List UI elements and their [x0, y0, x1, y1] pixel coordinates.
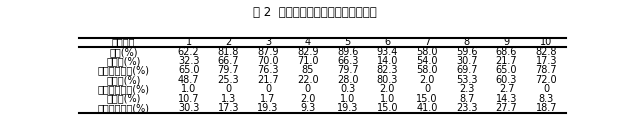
Text: 23.3: 23.3: [456, 103, 477, 113]
Text: 65.0: 65.0: [496, 66, 517, 76]
Text: 66.3: 66.3: [337, 56, 359, 66]
Text: 76.3: 76.3: [257, 66, 279, 76]
Text: 14.0: 14.0: [377, 56, 398, 66]
Text: 5: 5: [345, 37, 351, 47]
Text: 53.3: 53.3: [456, 75, 477, 85]
Text: 10: 10: [540, 37, 552, 47]
Text: 处理后霉变率(%): 处理后霉变率(%): [97, 103, 150, 113]
Text: 62.2: 62.2: [178, 47, 199, 57]
Text: 30.3: 30.3: [178, 103, 199, 113]
Text: 32.3: 32.3: [178, 56, 199, 66]
Text: 65.0: 65.0: [178, 66, 199, 76]
Text: 处理后硬实率(%): 处理后硬实率(%): [97, 84, 150, 94]
Text: 0: 0: [305, 84, 311, 94]
Text: 2: 2: [225, 37, 231, 47]
Text: 0.3: 0.3: [340, 84, 355, 94]
Text: 80.3: 80.3: [377, 75, 398, 85]
Text: 4: 4: [305, 37, 311, 47]
Text: 58.0: 58.0: [416, 47, 438, 57]
Text: 21.7: 21.7: [496, 56, 517, 66]
Text: 0: 0: [225, 84, 231, 94]
Text: 0: 0: [543, 84, 549, 94]
Text: 净度(%): 净度(%): [109, 47, 138, 57]
Text: 70.0: 70.0: [257, 56, 279, 66]
Text: 27.7: 27.7: [496, 103, 518, 113]
Text: 1.3: 1.3: [221, 94, 236, 104]
Text: 78.7: 78.7: [535, 66, 557, 76]
Text: 2.3: 2.3: [459, 84, 474, 94]
Text: 处理后发芽率(%): 处理后发芽率(%): [97, 66, 150, 76]
Text: 48.7: 48.7: [178, 75, 199, 85]
Text: 8.3: 8.3: [538, 94, 554, 104]
Text: 8.7: 8.7: [459, 94, 474, 104]
Text: 68.6: 68.6: [496, 47, 517, 57]
Text: 霉变率(%): 霉变率(%): [106, 94, 141, 104]
Text: 9.3: 9.3: [300, 103, 316, 113]
Text: 6: 6: [384, 37, 391, 47]
Text: 15.0: 15.0: [377, 103, 398, 113]
Text: 66.7: 66.7: [218, 56, 239, 66]
Text: 87.9: 87.9: [257, 47, 279, 57]
Text: 1.0: 1.0: [380, 94, 395, 104]
Text: 9: 9: [503, 37, 509, 47]
Text: 41.0: 41.0: [416, 103, 438, 113]
Text: 19.3: 19.3: [337, 103, 359, 113]
Text: 93.4: 93.4: [377, 47, 398, 57]
Text: 28.0: 28.0: [337, 75, 359, 85]
Text: 3: 3: [265, 37, 271, 47]
Text: 1.7: 1.7: [260, 94, 276, 104]
Text: 0: 0: [424, 84, 430, 94]
Text: 58.0: 58.0: [416, 66, 438, 76]
Text: 22.0: 22.0: [297, 75, 319, 85]
Text: 30.7: 30.7: [456, 56, 477, 66]
Text: 72.0: 72.0: [535, 75, 557, 85]
Text: 8: 8: [464, 37, 470, 47]
Text: 2.0: 2.0: [380, 84, 395, 94]
Text: 7: 7: [424, 37, 430, 47]
Text: 种子编号: 种子编号: [112, 37, 135, 47]
Text: 18.7: 18.7: [535, 103, 557, 113]
Text: 82.9: 82.9: [297, 47, 319, 57]
Text: 2.0: 2.0: [420, 75, 435, 85]
Text: 54.0: 54.0: [416, 56, 438, 66]
Text: 15.0: 15.0: [416, 94, 438, 104]
Text: 59.6: 59.6: [456, 47, 477, 57]
Text: 17.3: 17.3: [535, 56, 557, 66]
Text: 1.0: 1.0: [181, 84, 196, 94]
Text: 表 2  不同产地甘草种子质量分析结果: 表 2 不同产地甘草种子质量分析结果: [253, 6, 376, 19]
Text: 21.7: 21.7: [257, 75, 279, 85]
Text: 14.3: 14.3: [496, 94, 517, 104]
Text: 85: 85: [302, 66, 314, 76]
Text: 25.3: 25.3: [218, 75, 239, 85]
Text: 89.6: 89.6: [337, 47, 359, 57]
Text: 81.8: 81.8: [218, 47, 239, 57]
Text: 60.3: 60.3: [496, 75, 517, 85]
Text: 17.3: 17.3: [218, 103, 239, 113]
Text: 79.7: 79.7: [337, 66, 359, 76]
Text: 硬实率(%): 硬实率(%): [106, 75, 141, 85]
Text: 71.0: 71.0: [297, 56, 319, 66]
Text: 79.7: 79.7: [218, 66, 239, 76]
Text: 0: 0: [265, 84, 271, 94]
Text: 发芽率(%): 发芽率(%): [106, 56, 141, 66]
Text: 82.3: 82.3: [377, 66, 398, 76]
Text: 1: 1: [186, 37, 192, 47]
Text: 2.7: 2.7: [499, 84, 515, 94]
Text: 19.3: 19.3: [257, 103, 279, 113]
Text: 2.0: 2.0: [300, 94, 316, 104]
Text: 82.8: 82.8: [535, 47, 557, 57]
Text: 69.7: 69.7: [456, 66, 477, 76]
Text: 10.7: 10.7: [178, 94, 199, 104]
Text: 1.0: 1.0: [340, 94, 355, 104]
